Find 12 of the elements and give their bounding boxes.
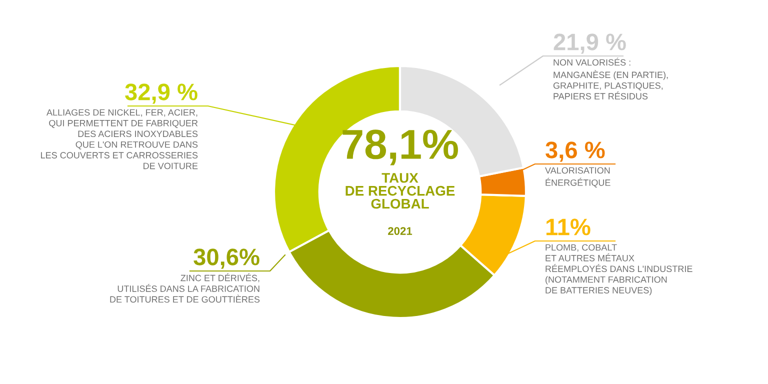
- text: 78,1%: [342, 130, 458, 166]
- text: 2021: [388, 227, 412, 235]
- data-label: 11%: [546, 218, 590, 236]
- slice-label: ALLIAGES DE NICKEL, FER, ACIER, QUI PERMETTENT DE FABRIQUER DES ACIERS INOXYDABLES QUE L'ON RETROUVE DANS LES COUVERTS ET CARROSSERIES DE VOITURE: [41, 109, 198, 170]
- slice-label: VALORISATION ÉNERGÉTIQUE: [545, 167, 610, 188]
- slice-label: NON VALORISÉS : MANGANÈSE (EN PARTIE), GRAPHITE, PLASTIQUES, PAPIERS ET RÉSIDUS: [553, 58, 668, 100]
- slice-label: ZINC ET DÉRIVÉS, UTILISÉS DANS LA FABRICATION DE TOITURES ET DE GOUTTIÈRES: [110, 273, 260, 303]
- data-label: 3,6 %: [546, 142, 605, 162]
- slice-label: PLOMB, COBALT ET AUTRES MÉTAUX RÉEMPLOYÉS DANS L'INDUSTRIE (NOTAMMENT FABRICATION DE BATTERIES NEUVES): [546, 244, 692, 296]
- text: TAUX DE RECYCLAGE GLOBAL: [346, 173, 455, 209]
- data-label: 32,9 %: [125, 84, 198, 104]
- data-label: 30,6%: [194, 248, 260, 269]
